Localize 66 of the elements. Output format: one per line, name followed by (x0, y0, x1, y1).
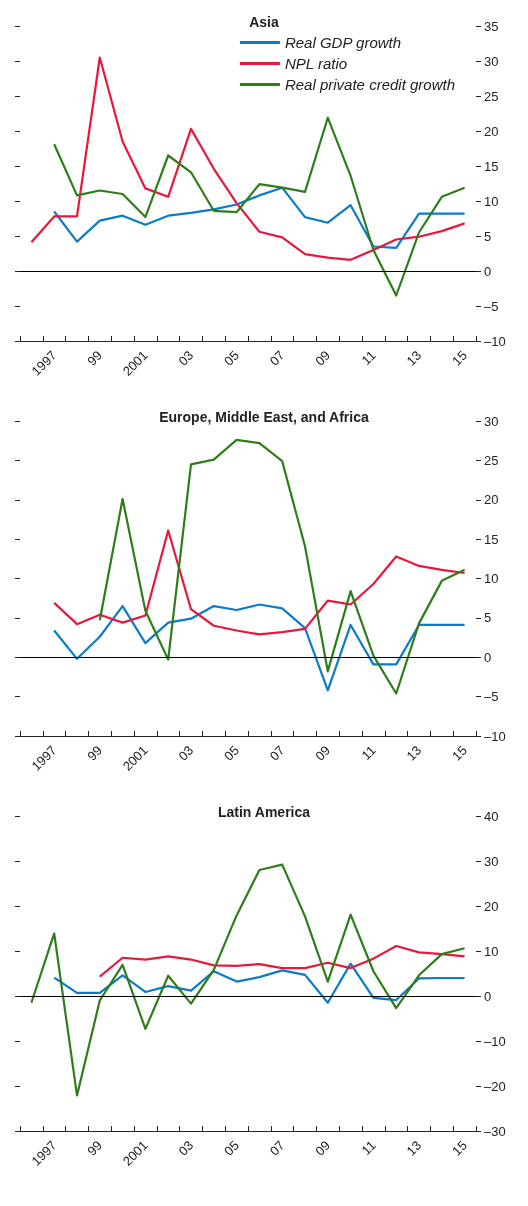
y-tick-label: 10 (484, 193, 499, 209)
x-tick-label: 13 (403, 347, 425, 369)
x-tick-label: 05 (221, 347, 242, 369)
y-tick-label: 10 (484, 571, 499, 586)
x-tick-label: 99 (84, 347, 106, 369)
line-series (53, 529, 466, 636)
x-tick-label: 13 (403, 1137, 425, 1159)
y-tick-label: 0 (484, 988, 492, 1004)
line-series (53, 603, 466, 692)
x-tick-label: 05 (221, 742, 242, 764)
line-series (53, 116, 466, 297)
y-tick-label: 0 (484, 263, 492, 279)
y-tick-label: 5 (484, 610, 492, 626)
chart-title: Europe, Middle East, and Africa (159, 409, 369, 425)
y-tick-label: –10 (484, 1033, 506, 1049)
x-tick-label: 09 (312, 742, 334, 764)
y-tick-label: 20 (484, 123, 499, 139)
y-tick-label: 25 (484, 88, 499, 104)
y-tick-label: 35 (484, 18, 499, 34)
x-tick-label: 09 (312, 347, 334, 369)
y-tick-label: –5 (484, 689, 499, 705)
chart-title: Latin America (217, 804, 311, 820)
x-tick-label: 99 (84, 1137, 106, 1159)
y-tick-label: –5 (484, 298, 499, 314)
y-tick-label: 25 (484, 452, 499, 468)
x-tick-label: 15 (449, 742, 470, 764)
line-series (53, 962, 466, 1004)
x-tick-label: 11 (358, 742, 379, 763)
y-tick-label: 40 (484, 808, 499, 824)
x-tick-label: 99 (84, 742, 106, 764)
line-series (98, 438, 466, 695)
chart-title: Asia (249, 14, 279, 30)
y-tick-label: 30 (484, 53, 499, 69)
line-series (98, 944, 466, 978)
x-tick-label: 07 (266, 742, 288, 764)
line-series (30, 863, 466, 1097)
y-tick-label: 20 (484, 492, 499, 508)
x-tick-label: 07 (266, 347, 288, 369)
x-tick-label: 11 (358, 347, 379, 368)
y-tick-label: 15 (484, 158, 499, 174)
y-tick-label: –30 (484, 1123, 506, 1139)
x-tick-label: 15 (449, 347, 470, 369)
x-tick-label: 03 (175, 347, 197, 369)
x-tick-label: 15 (449, 1137, 470, 1159)
legend-label: NPL ratio (284, 55, 348, 72)
y-tick-label: –10 (484, 728, 506, 744)
x-tick-label: 03 (175, 1137, 197, 1159)
x-tick-label: 09 (312, 1137, 334, 1159)
y-tick-label: 10 (484, 943, 499, 959)
line-series (30, 56, 466, 261)
x-tick-label: 11 (358, 1137, 379, 1158)
x-tick-label: 13 (403, 742, 425, 764)
y-tick-label: –20 (484, 1078, 506, 1094)
y-tick-label: 15 (484, 531, 499, 547)
x-tick-label: 07 (266, 1137, 288, 1159)
line-series (53, 186, 466, 249)
legend-label: Real GDP growth (284, 34, 402, 51)
y-tick-label: –10 (484, 333, 506, 349)
x-tick-label: 05 (221, 1137, 242, 1159)
y-tick-label: 20 (484, 898, 499, 914)
y-tick-label: 30 (484, 853, 499, 869)
x-tick-label: 03 (175, 742, 197, 764)
legend-label: Real private credit growth (284, 76, 455, 93)
y-tick-label: 0 (484, 649, 492, 665)
y-tick-label: 30 (484, 413, 499, 429)
y-tick-label: 5 (484, 228, 492, 244)
